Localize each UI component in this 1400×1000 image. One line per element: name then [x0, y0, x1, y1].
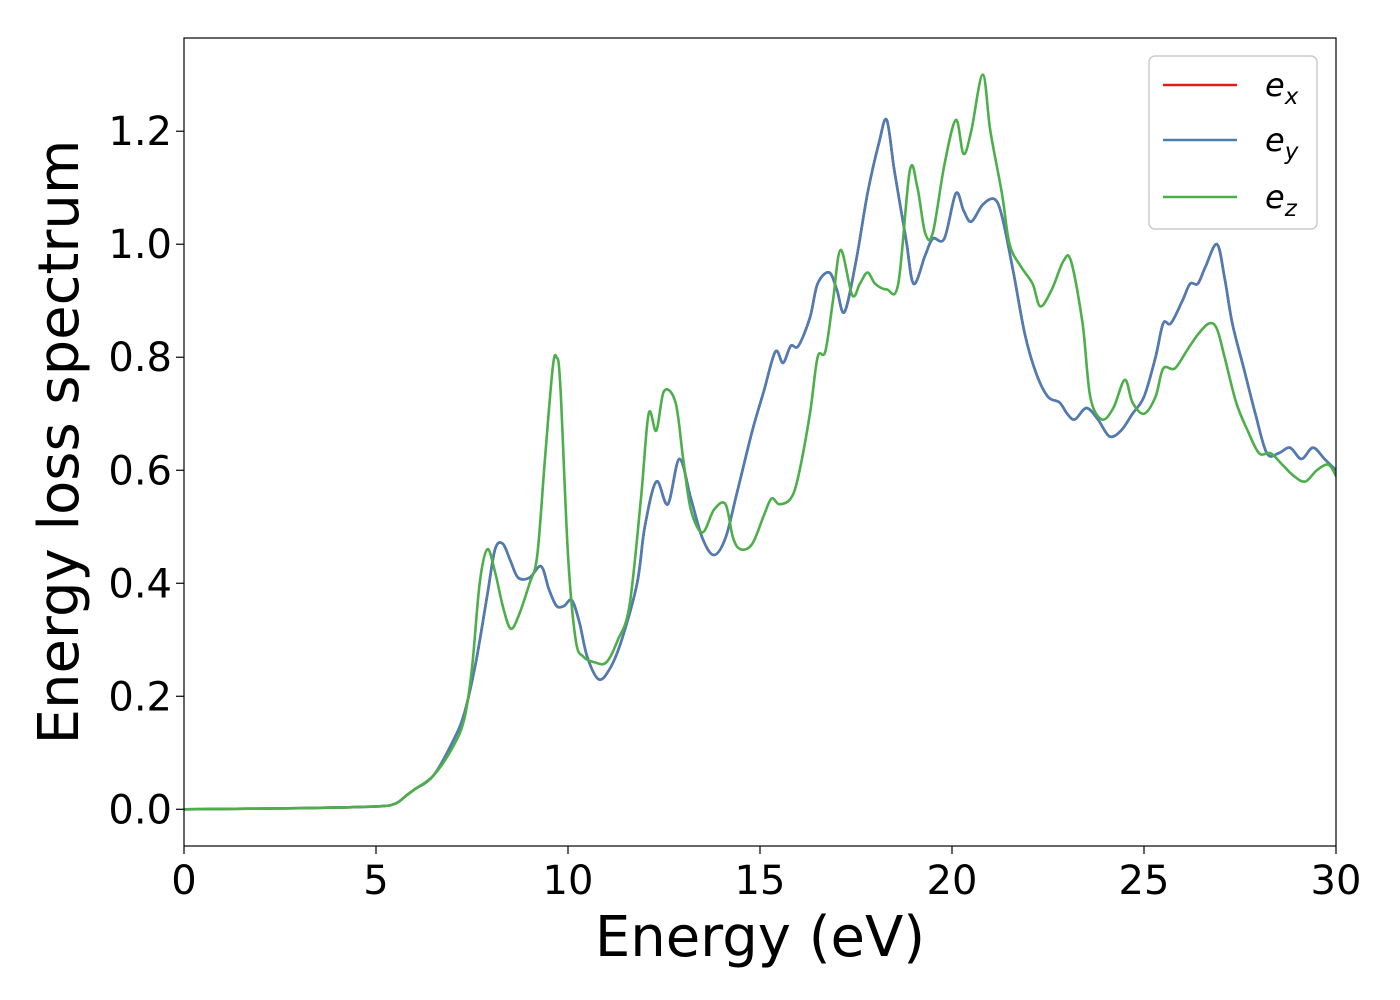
x-axis-label: Energy (eV): [595, 905, 925, 970]
plot-area: [184, 38, 1336, 846]
legend-label-ez: ez: [1265, 178, 1298, 222]
legend-label-subscript: y: [1284, 139, 1299, 165]
x-tick-label: 5: [363, 858, 388, 904]
y-tick-label: 1.2: [108, 109, 172, 155]
x-axis-ticks: 0 5 10 15 20 25 30: [171, 846, 1361, 904]
x-tick-label: 30: [1311, 858, 1362, 904]
legend-label-subscript: z: [1284, 196, 1298, 222]
legend-box: [1148, 55, 1318, 230]
legend: ex ey ez: [1148, 55, 1318, 230]
series-line-ez: [184, 73, 1336, 811]
y-axis-ticks: 0.0 0.2 0.4 0.6 0.8 1.0 1.2: [108, 109, 184, 833]
legend-label-subscript: x: [1284, 84, 1299, 110]
y-tick-label: 1.0: [108, 222, 172, 268]
y-axis-label: Energy loss spectrum: [27, 140, 92, 745]
legend-label-ex: ex: [1265, 66, 1299, 110]
x-tick-label: 0: [171, 858, 196, 904]
y-tick-label: 0.6: [108, 448, 172, 494]
legend-label-ey: ey: [1265, 121, 1299, 165]
series-layer: [184, 73, 1336, 811]
y-tick-label: 0.2: [108, 674, 172, 720]
x-tick-label: 25: [1119, 858, 1170, 904]
x-tick-label: 20: [927, 858, 978, 904]
y-tick-label: 0.0: [108, 787, 172, 833]
y-tick-label: 0.8: [108, 335, 172, 381]
y-tick-label: 0.4: [108, 561, 172, 607]
x-tick-label: 15: [735, 858, 786, 904]
x-tick-label: 10: [543, 858, 594, 904]
